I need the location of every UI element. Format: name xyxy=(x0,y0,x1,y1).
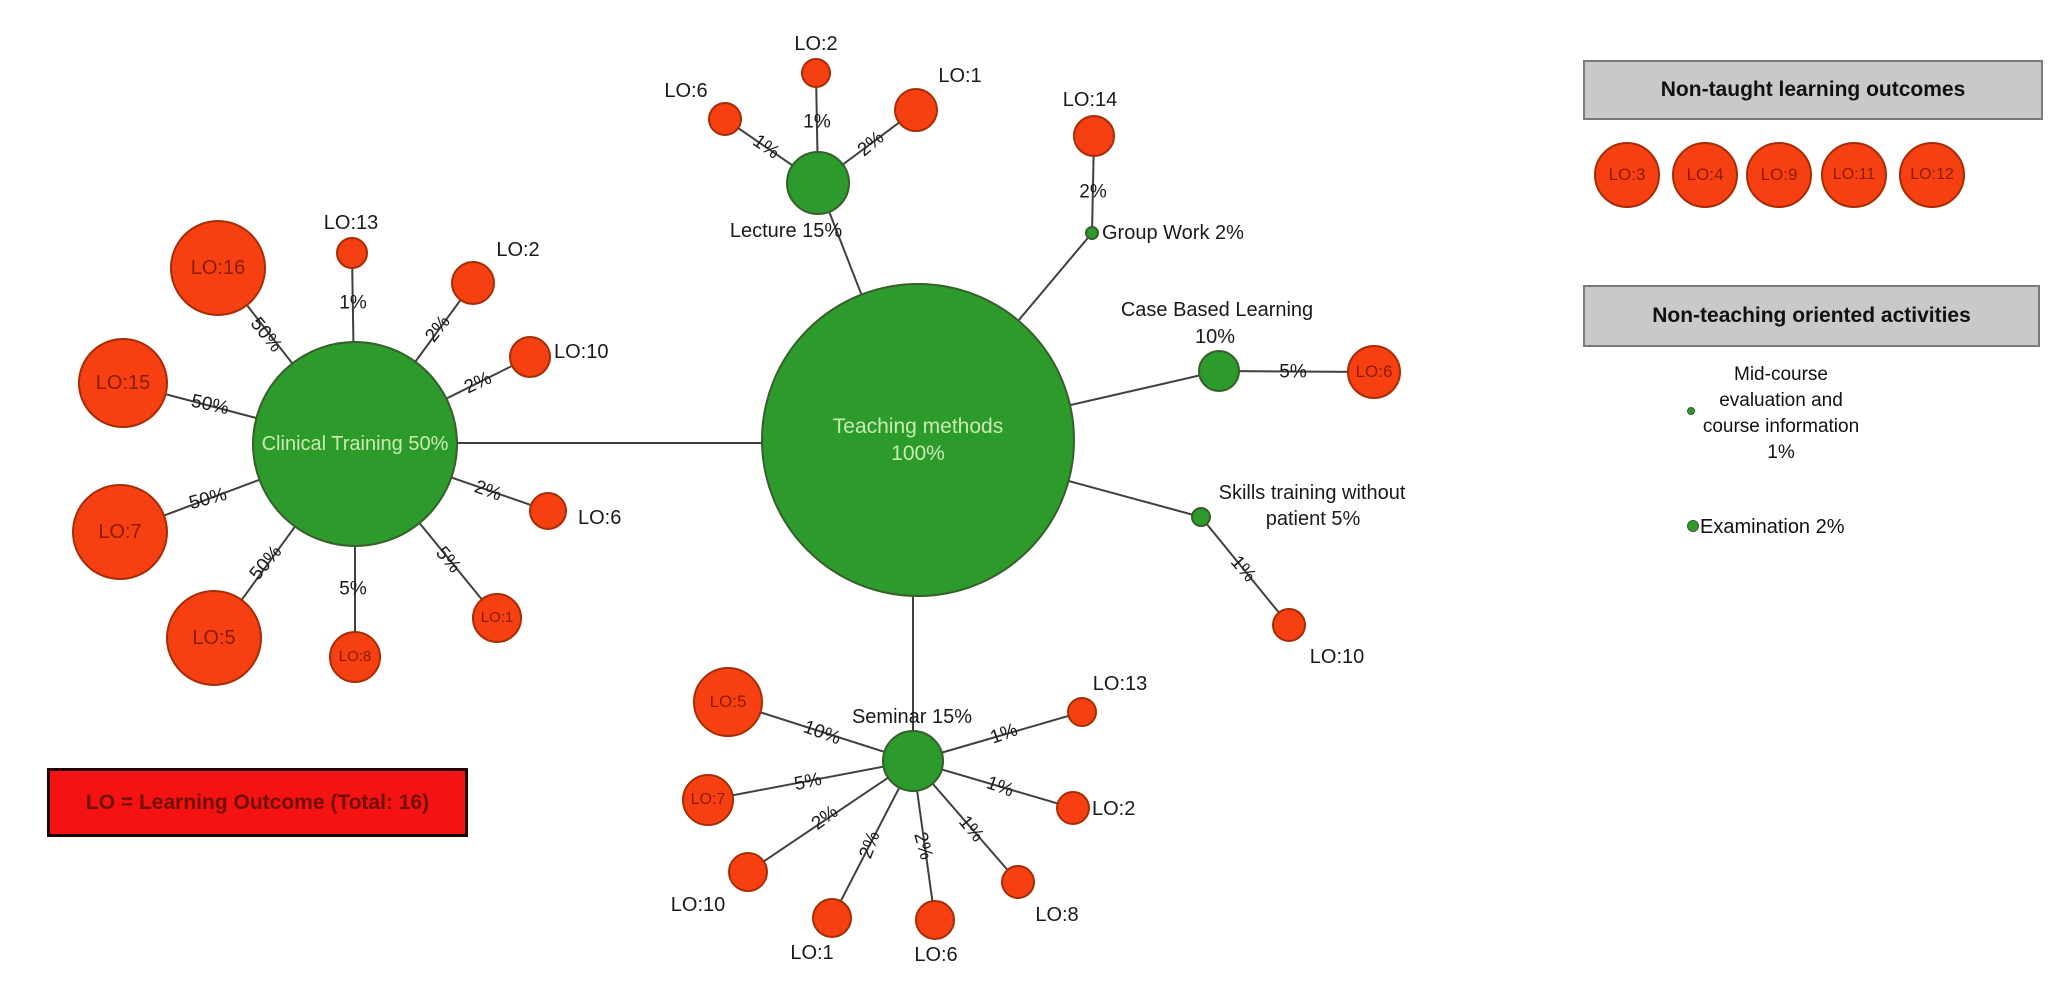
midcourse-line-1: Mid-course xyxy=(1734,364,1828,385)
node-name-label: LO:2 xyxy=(794,33,838,55)
node-name-label: LO:10 xyxy=(670,894,726,916)
node-lo2-clinical xyxy=(451,261,495,305)
legend-circle-lo11: LO:11 xyxy=(1821,142,1887,208)
node-lo10-skills xyxy=(1272,608,1306,642)
node-name-label: LO:10 xyxy=(1309,646,1365,668)
lo-note-box: LO = Learning Outcome (Total: 16) xyxy=(47,768,468,837)
node-lo13-seminar xyxy=(1067,697,1097,727)
node-lo14-groupwork xyxy=(1073,115,1115,157)
node-name-label: LO:6 xyxy=(664,80,708,102)
node-name-label: Case Based Learning xyxy=(1120,299,1314,321)
node-lo8-clinical: LO:8 xyxy=(329,631,381,683)
node-seminar xyxy=(882,730,944,792)
legend-circle-lo11-label: LO:11 xyxy=(1832,166,1876,184)
examination-dot-icon xyxy=(1687,520,1699,532)
node-lo1-lecture xyxy=(894,88,938,132)
node-name-label: LO:1 xyxy=(938,65,982,87)
node-clinical-training-label: Clinical Training 50% xyxy=(261,433,449,455)
midcourse-dot-icon xyxy=(1687,407,1695,415)
node-name-label: LO:13 xyxy=(1092,673,1148,695)
node-lo5-clinical: LO:5 xyxy=(166,590,262,686)
node-lo7-clinical-label: LO:7 xyxy=(98,521,142,543)
midcourse-line-3: course information xyxy=(1702,416,1860,437)
node-name-label: 10% xyxy=(1194,326,1236,348)
node-lo6-lecture xyxy=(708,102,742,136)
node-case-based-learning xyxy=(1198,350,1240,392)
node-teaching-methods-label: Teaching methods xyxy=(832,414,1004,438)
node-lo16-clinical: LO:16 xyxy=(170,220,266,316)
non-teaching-header: Non-teaching oriented activities xyxy=(1583,285,2040,347)
node-lo1-seminar xyxy=(812,898,852,938)
non-taught-header: Non-taught learning outcomes xyxy=(1583,60,2043,120)
examination-label: Examination 2% xyxy=(1700,516,1845,538)
node-name-label: Lecture 15% xyxy=(729,220,843,242)
node-name-label: LO:1 xyxy=(790,942,834,964)
non-teaching-header-label: Non-teaching oriented activities xyxy=(1652,304,1971,327)
node-name-label: patient 5% xyxy=(1265,508,1361,530)
node-lo16-clinical-label: LO:16 xyxy=(190,257,246,279)
node-name-label: LO:6 xyxy=(578,507,622,529)
node-name-label: Skills training without xyxy=(1218,482,1406,504)
node-lo6-cbl-label: LO:6 xyxy=(1355,361,1393,381)
node-lecture xyxy=(786,151,850,215)
edge-line xyxy=(1200,516,1290,626)
node-skills-training xyxy=(1191,507,1211,527)
legend-circle-lo9: LO:9 xyxy=(1746,142,1812,208)
midcourse-label: Mid-course evaluation and course informa… xyxy=(1661,362,1901,466)
legend-circle-lo3: LO:3 xyxy=(1594,142,1660,208)
node-lo13-clinical xyxy=(336,237,368,269)
node-clinical-training: Clinical Training 50% xyxy=(252,341,458,547)
node-lo7-clinical: LO:7 xyxy=(72,484,168,580)
node-lo7-seminar-label: LO:7 xyxy=(690,791,726,809)
node-lo2-seminar xyxy=(1056,791,1090,825)
edge-line xyxy=(747,760,914,873)
midcourse-line-2: evaluation and xyxy=(1719,390,1843,411)
legend-circle-lo12: LO:12 xyxy=(1899,142,1965,208)
legend-circle-lo4: LO:4 xyxy=(1672,142,1738,208)
non-taught-header-label: Non-taught learning outcomes xyxy=(1660,78,1966,101)
node-lo5-seminar: LO:5 xyxy=(693,667,763,737)
node-name-label: Group Work 2% xyxy=(1102,222,1244,244)
legend-circle-lo3-label: LO:3 xyxy=(1608,164,1646,184)
edge-line xyxy=(707,760,914,801)
node-name-label: LO:14 xyxy=(1062,89,1118,111)
node-lo6-clinical xyxy=(529,492,567,530)
node-group-work xyxy=(1085,226,1099,240)
node-lo6-cbl: LO:6 xyxy=(1347,345,1401,399)
node-lo7-seminar: LO:7 xyxy=(682,774,734,826)
node-lo8-seminar xyxy=(1001,865,1035,899)
node-lo8-clinical-label: LO:8 xyxy=(338,647,372,665)
node-name-label: Seminar 15% xyxy=(851,706,973,728)
node-teaching-methods: Teaching methods 100% xyxy=(761,283,1075,597)
edge-percentage-label: 2% xyxy=(1079,181,1107,203)
node-lo15-clinical-label: LO:15 xyxy=(95,372,151,394)
edge-percentage-label: 1% xyxy=(339,292,367,314)
node-lo1-clinical-label: LO:1 xyxy=(480,608,514,626)
node-name-label: LO:2 xyxy=(496,239,540,261)
node-lo15-clinical: LO:15 xyxy=(78,338,168,428)
node-lo10-seminar xyxy=(728,852,768,892)
node-name-label: LO:2 xyxy=(1092,798,1136,820)
lo-note-label: LO = Learning Outcome (Total: 16) xyxy=(85,790,430,814)
edge-percentage-label: 1% xyxy=(803,111,831,133)
legend-circle-lo4-label: LO:4 xyxy=(1686,164,1724,184)
node-lo2-lecture xyxy=(801,58,831,88)
node-name-label: LO:13 xyxy=(323,212,379,234)
edge-percentage-label: 5% xyxy=(339,578,367,600)
midcourse-line-4: 1% xyxy=(1767,442,1795,463)
node-name-label: LO:6 xyxy=(914,944,958,966)
node-lo10-clinical xyxy=(509,336,551,378)
node-lo5-clinical-label: LO:5 xyxy=(192,627,236,649)
node-teaching-methods-label: 100% xyxy=(891,442,945,465)
edge-percentage-label: 5% xyxy=(1279,361,1307,383)
legend-circle-lo9-label: LO:9 xyxy=(1760,164,1798,184)
node-lo1-clinical: LO:1 xyxy=(472,593,522,643)
node-lo6-seminar xyxy=(915,900,955,940)
node-lo5-seminar-label: LO:5 xyxy=(709,691,747,711)
node-name-label: LO:10 xyxy=(554,341,609,363)
legend-circle-lo12-label: LO:12 xyxy=(1910,166,1954,184)
node-name-label: LO:8 xyxy=(1035,904,1079,926)
